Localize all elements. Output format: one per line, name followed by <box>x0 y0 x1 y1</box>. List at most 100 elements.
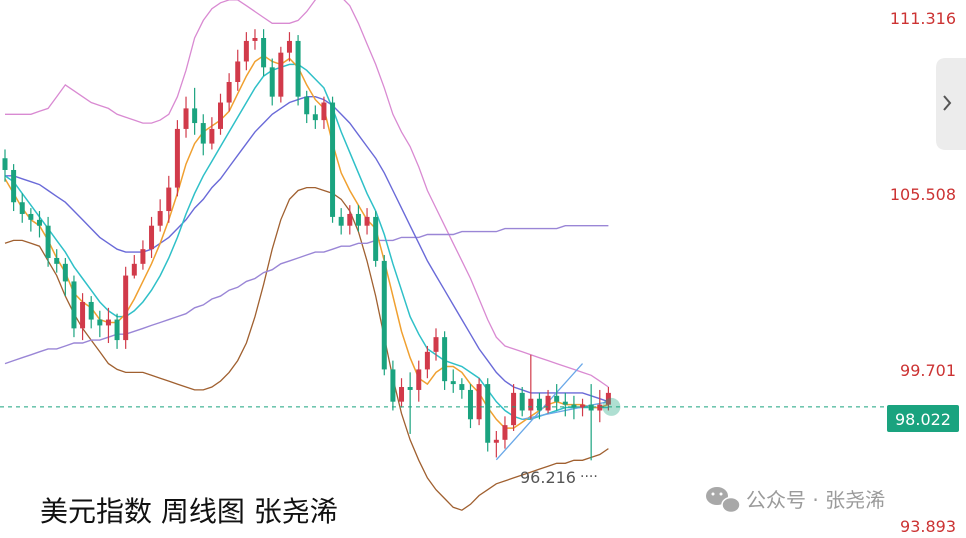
candle-body <box>502 425 508 440</box>
candle-body <box>597 404 603 411</box>
candle <box>511 384 517 432</box>
candle <box>269 58 275 106</box>
candle-body <box>519 392 525 411</box>
candle-body <box>11 169 17 203</box>
candle <box>580 398 586 417</box>
mid-ma-line <box>4 63 609 421</box>
side-expand-tab[interactable] <box>936 58 966 150</box>
candle-body <box>545 395 551 411</box>
candle-body <box>381 260 387 370</box>
candle-body <box>200 123 206 144</box>
candle-body <box>347 213 353 226</box>
chevron-right-icon[interactable] <box>943 95 952 111</box>
candle-body <box>54 257 60 264</box>
candle <box>424 345 430 379</box>
candle <box>97 310 103 338</box>
candle-body <box>476 384 482 420</box>
candle <box>528 354 534 420</box>
candle <box>36 211 42 238</box>
candle <box>166 175 172 223</box>
candle-body <box>105 319 111 326</box>
candle <box>243 32 249 71</box>
candle <box>390 360 396 411</box>
upper-band-line <box>5 0 609 388</box>
candles-group <box>2 29 611 461</box>
current-price-tag-bg <box>887 405 959 432</box>
lower-band-line <box>4 186 609 511</box>
candle-body <box>157 211 163 226</box>
candle-body <box>28 213 34 220</box>
candle-body <box>364 216 370 226</box>
candle-body <box>36 219 42 226</box>
candle <box>209 117 215 150</box>
candle <box>355 205 361 232</box>
candle-body <box>252 37 258 41</box>
candle-body <box>442 337 448 382</box>
candle-body <box>467 389 473 420</box>
candle-body <box>278 52 284 97</box>
candle-body <box>235 61 241 82</box>
candle-body <box>62 263 68 282</box>
candle <box>174 120 180 197</box>
candle-body <box>166 187 172 212</box>
candle <box>304 90 310 124</box>
candle <box>226 73 232 112</box>
moving-average-lines <box>4 54 609 429</box>
candle <box>80 293 86 341</box>
candle-body <box>554 395 560 402</box>
candle <box>554 384 560 411</box>
candle-body <box>243 40 249 62</box>
candle-body <box>140 249 146 264</box>
candle <box>399 378 405 408</box>
candle-body <box>97 319 103 326</box>
candle <box>373 211 379 267</box>
candle <box>450 369 456 393</box>
watermark-text: 公众号 · 张尧浠 <box>746 488 885 512</box>
candle-body <box>433 337 439 352</box>
price-tick-93.893: 93.893 <box>900 517 956 536</box>
current-price-marker <box>602 397 621 416</box>
candle <box>321 96 327 129</box>
candle-body <box>88 301 94 320</box>
candle <box>416 360 422 402</box>
candle-body <box>605 392 611 405</box>
candle <box>571 395 577 420</box>
candle-body <box>424 351 430 370</box>
candle <box>157 199 163 232</box>
candle <box>502 416 508 449</box>
candle-body <box>114 319 120 341</box>
chart-title: 美元指数 周线图 张尧浠 <box>40 495 338 528</box>
candle <box>562 392 568 417</box>
candle <box>54 249 60 273</box>
candle <box>19 193 25 223</box>
candle-body <box>373 216 379 261</box>
candle <box>536 392 542 420</box>
candle-body <box>312 114 318 121</box>
candle <box>235 49 241 91</box>
candle <box>261 29 267 77</box>
candle-body <box>330 102 336 217</box>
candle <box>295 35 301 106</box>
candle <box>467 384 473 429</box>
candle-body <box>399 387 405 402</box>
candle-body <box>304 96 310 115</box>
candle <box>105 307 111 344</box>
candle-body <box>571 404 577 408</box>
candle-body <box>192 108 198 124</box>
candle <box>114 313 120 349</box>
candle <box>381 255 387 376</box>
fast-ma-line <box>4 54 609 429</box>
candle <box>200 114 206 156</box>
candle <box>28 208 34 232</box>
candle <box>338 208 344 235</box>
candle-body <box>226 81 232 103</box>
candle <box>140 240 146 270</box>
price-tick-105.508: 105.508 <box>890 185 956 204</box>
candle <box>364 208 370 235</box>
candle <box>476 378 482 426</box>
candle <box>588 384 594 461</box>
candle-body <box>131 263 137 276</box>
candle-body <box>174 128 180 188</box>
